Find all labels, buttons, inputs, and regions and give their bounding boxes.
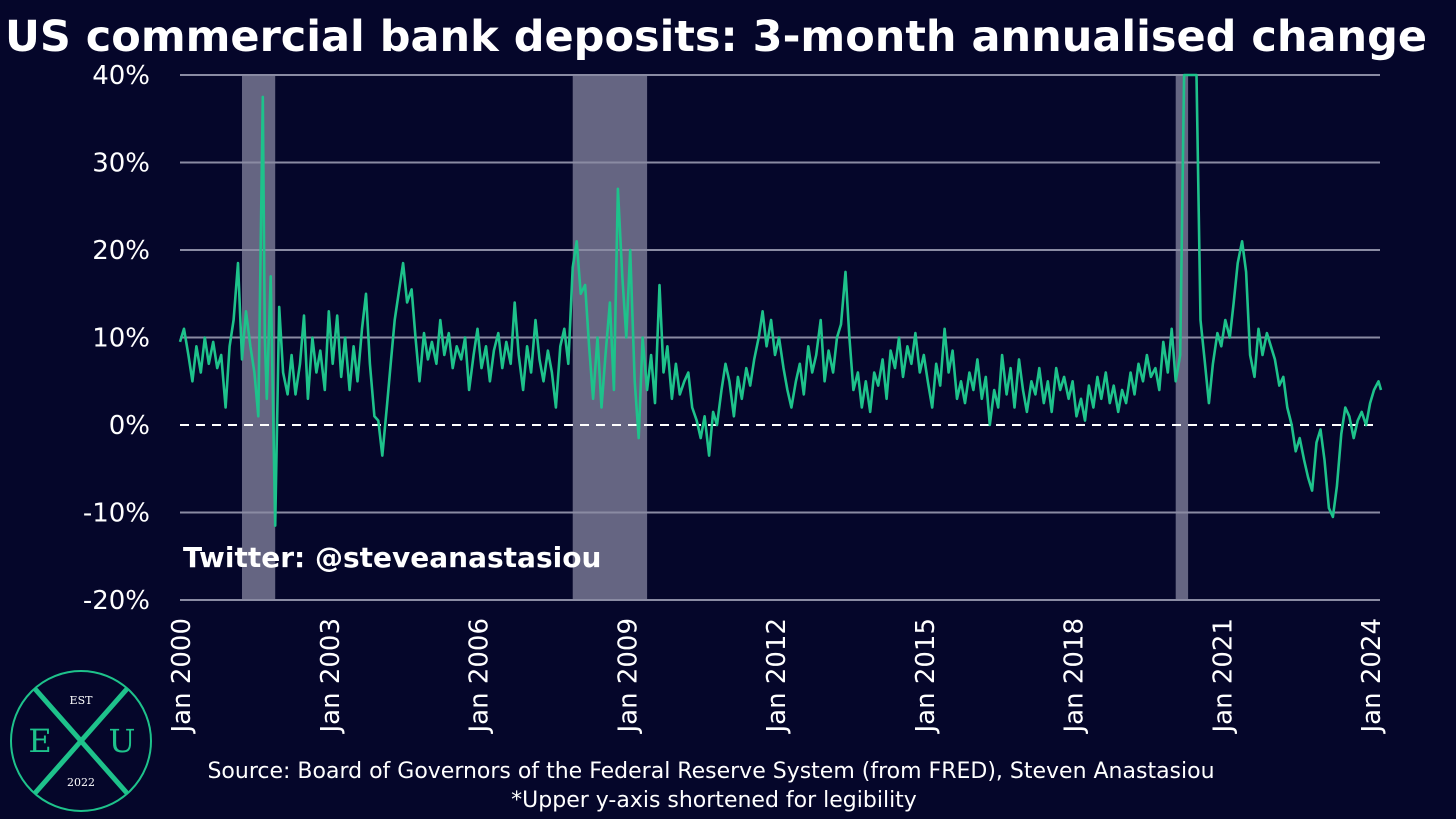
logo-year: 2022 [67, 776, 95, 789]
x-tick-label: Jan 2024 [1357, 618, 1387, 735]
x-tick-label: Jan 2018 [1060, 618, 1090, 735]
x-axis-ticks: Jan 2000 Jan 2003 Jan 2006 Jan 2009 Jan 2012… [167, 618, 1387, 735]
y-tick-label: 40% [92, 61, 150, 91]
y-tick-label: 30% [92, 149, 150, 179]
logo-u: U [109, 722, 136, 760]
y-axis-ticks: 40% 30% 20% 10% 0% -10% -20% [83, 61, 150, 616]
footnote-text: *Upper y-axis shortened for legibility [511, 788, 917, 813]
logo-icon: EST E U 2022 [10, 670, 152, 812]
x-tick-label: Jan 2021 [1208, 618, 1238, 735]
y-tick-label: 20% [92, 236, 150, 266]
y-tick-label: 10% [92, 324, 150, 354]
x-tick-label: Jan 2015 [911, 618, 941, 735]
y-tick-label: 0% [109, 411, 150, 441]
x-tick-label: Jan 2000 [167, 618, 197, 735]
chart-title: US commercial bank deposits: 3-month ann… [4, 12, 1428, 62]
x-tick-label: Jan 2012 [762, 618, 792, 735]
x-tick-label: Jan 2009 [613, 618, 643, 735]
logo-e: E [28, 722, 51, 760]
source-text: Source: Board of Governors of the Federa… [207, 759, 1215, 784]
twitter-watermark: Twitter: @steveanastasiou [183, 541, 602, 574]
x-tick-label: Jan 2006 [465, 618, 495, 735]
x-tick-label: Jan 2003 [316, 618, 346, 735]
logo-est: EST [70, 694, 94, 707]
y-tick-label: -20% [83, 586, 150, 616]
y-tick-label: -10% [83, 499, 150, 529]
series-line [178, 73, 1383, 527]
